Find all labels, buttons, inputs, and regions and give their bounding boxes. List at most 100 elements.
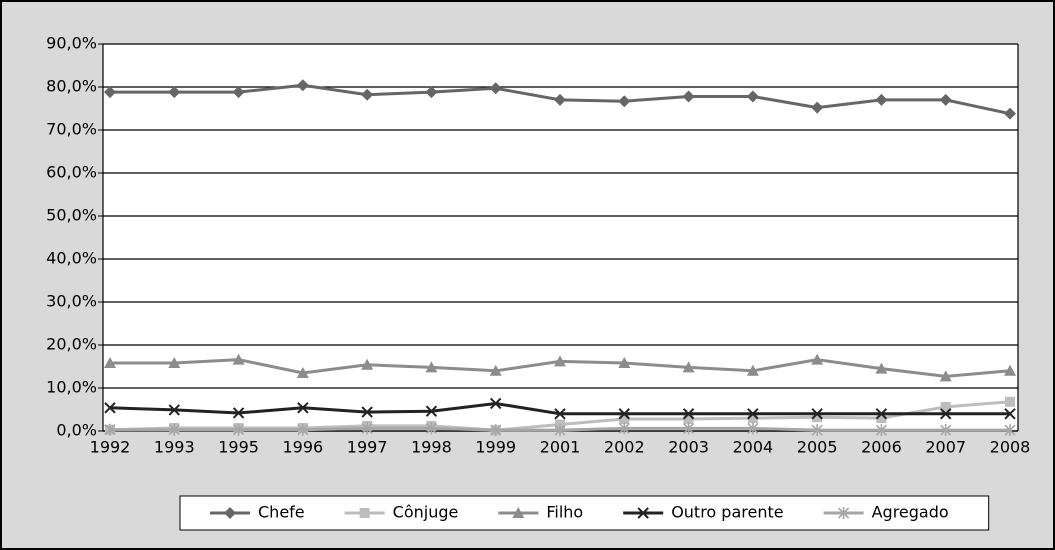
marker (747, 413, 758, 424)
marker (838, 507, 850, 519)
marker (619, 413, 630, 424)
marker (811, 424, 823, 437)
marker (104, 423, 116, 436)
marker (104, 86, 116, 99)
x-tick-label: 2003 (668, 438, 709, 457)
y-tick-label: 50,0% (46, 206, 97, 225)
x-tick-label: 1999 (475, 438, 516, 457)
y-tick-label: 20,0% (46, 335, 97, 354)
marker (1004, 107, 1016, 120)
legend-label: Cônjuge (393, 503, 459, 522)
marker (168, 86, 181, 99)
marker (875, 424, 887, 437)
x-tick-label: 1995 (218, 438, 259, 457)
marker (940, 408, 952, 420)
y-tick-label: 90,0% (46, 34, 97, 53)
marker (168, 357, 181, 369)
y-tick-label: 0,0% (56, 421, 97, 440)
marker (683, 422, 695, 435)
x-tick-label: 2002 (604, 438, 645, 457)
marker (618, 95, 631, 108)
marker (812, 412, 823, 423)
marker (490, 397, 502, 410)
marker (232, 407, 245, 419)
marker (512, 507, 525, 518)
marker (168, 423, 180, 436)
legend-label: Filho (546, 503, 583, 522)
marker (618, 408, 630, 420)
marker (1004, 364, 1016, 376)
marker (876, 413, 887, 424)
marker (554, 424, 566, 437)
x-tick-label: 2001 (540, 438, 581, 457)
marker (489, 364, 502, 376)
x-tick-label: 1992 (90, 438, 131, 457)
marker (682, 90, 695, 103)
marker (554, 93, 566, 106)
marker (1004, 408, 1016, 420)
marker (297, 402, 309, 414)
marker (297, 423, 309, 436)
marker (233, 423, 245, 436)
marker (554, 355, 566, 367)
marker (296, 366, 309, 378)
legend-label: Outro parente (671, 503, 783, 522)
marker (940, 424, 952, 437)
marker (939, 93, 952, 106)
marker (940, 401, 951, 412)
x-tick-label: 1996 (282, 438, 323, 457)
marker (361, 358, 374, 370)
marker (104, 357, 116, 369)
marker (296, 79, 309, 92)
marker (104, 402, 116, 414)
marker (425, 422, 437, 435)
marker (746, 90, 759, 103)
x-tick-label: 2008 (990, 438, 1031, 457)
x-tick-label: 1998 (411, 438, 452, 457)
marker (939, 370, 952, 382)
marker (746, 364, 759, 376)
y-tick-label: 60,0% (46, 163, 97, 182)
y-tick-label: 40,0% (46, 249, 97, 268)
marker (875, 362, 888, 374)
legend-label: Agregado (872, 503, 949, 522)
marker (168, 404, 180, 416)
marker (811, 101, 824, 114)
marker (811, 408, 823, 420)
marker (361, 422, 373, 435)
marker (489, 82, 502, 95)
marker (1005, 396, 1015, 407)
legend-label: Chefe (258, 503, 305, 522)
marker (1004, 424, 1016, 437)
x-tick-label: 2006 (861, 438, 902, 457)
marker (361, 406, 373, 418)
marker (554, 408, 566, 420)
marker (682, 361, 695, 373)
y-tick-label: 30,0% (46, 292, 97, 311)
marker (683, 413, 694, 424)
marker (682, 408, 695, 420)
marker (637, 507, 649, 519)
x-tick-label: 2004 (732, 438, 773, 457)
marker (747, 422, 759, 435)
marker (361, 88, 374, 101)
marker (232, 353, 245, 365)
y-tick-label: 80,0% (46, 77, 97, 96)
x-tick-label: 1993 (154, 438, 195, 457)
marker (232, 86, 245, 99)
marker (359, 508, 370, 518)
marker (618, 422, 630, 435)
y-tick-label: 70,0% (46, 120, 97, 139)
x-tick-label: 2007 (925, 438, 966, 457)
marker (224, 507, 236, 519)
x-tick-label: 2005 (797, 438, 838, 457)
marker (490, 424, 502, 437)
marker (875, 408, 888, 420)
marker (811, 353, 824, 365)
marker (425, 405, 438, 417)
marker (425, 86, 438, 99)
x-tick-label: 1997 (347, 438, 388, 457)
marker (747, 408, 759, 420)
marker (875, 93, 888, 106)
